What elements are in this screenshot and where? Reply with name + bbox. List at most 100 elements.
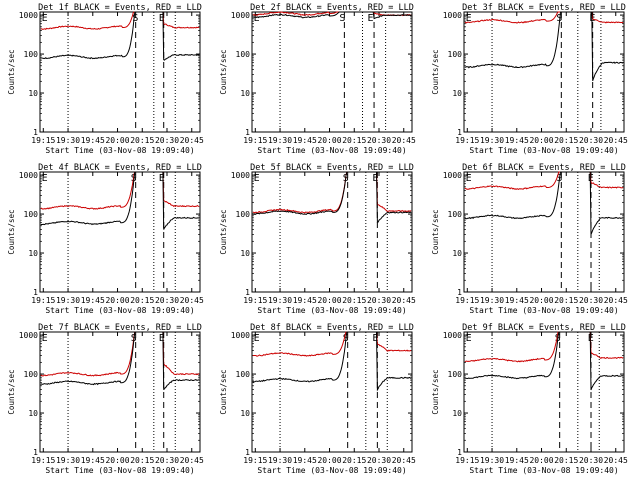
y-tick-label: 100 [448,50,463,59]
x-tick-label: 19:45 [293,296,317,305]
y-tick-label: 1 [245,128,250,137]
x-tick-label: 20:15 [342,456,366,465]
x-tick-label: 20:30 [579,456,603,465]
y-tick-label: 1000 [19,11,38,20]
y-tick-label: 10 [28,409,38,418]
y-tick-label: 1 [457,128,462,137]
x-tick-label: 20:00 [529,136,553,145]
y-tick-label: 100 [24,50,39,59]
x-tick-label: 19:30 [480,296,504,305]
y-tick-label: 1 [457,288,462,297]
y-tick-label: 100 [24,210,39,219]
panel-title: Det 8f BLACK = Events, RED = LLD [250,323,414,333]
panel-8: Det 8f BLACK = Events, RED = LLD Counts/s… [219,323,416,475]
x-tick-label: 20:15 [342,296,366,305]
y-axis-label: Counts/sec [431,209,440,254]
marker-E: E [42,173,48,184]
marker-E: E [466,13,472,24]
x-tick-label: 20:15 [130,456,154,465]
x-tick-label: 19:30 [56,456,80,465]
x-tick-label: 20:45 [180,136,204,145]
y-tick-label: 1 [33,128,38,137]
x-tick-label: 20:00 [317,136,341,145]
x-tick-label: 19:15 [455,136,479,145]
x-tick-label: 20:30 [579,136,603,145]
plot-frame [463,331,625,453]
y-axis-label: Counts/sec [219,209,228,254]
plot-frame [39,331,201,453]
y-tick-label: 1 [245,448,250,457]
x-tick-label: 19:15 [31,296,55,305]
marker-S: S [132,13,138,24]
x-tick-label: 20:15 [554,456,578,465]
panel-title: Det 3f BLACK = Events, RED = LLD [462,3,626,13]
y-tick-label: 10 [28,249,38,258]
x-tick-label: 20:00 [105,296,129,305]
x-axis-label: Start Time (03-Nov-08 19:09:40) [45,466,194,475]
y-tick-label: 10 [452,249,462,258]
panel-4: Det 4f BLACK = Events, RED = LLD Counts/s… [7,163,204,315]
lld-series-line [464,11,624,24]
x-tick-label: 20:00 [529,456,553,465]
lld-series-line [252,331,412,357]
marker-E: E [466,173,472,184]
marker-E: E [254,333,260,344]
events-series-line [464,171,624,235]
x-tick-label: 19:15 [243,456,267,465]
x-tick-label: 20:30 [367,296,391,305]
x-tick-label: 19:30 [56,136,80,145]
y-tick-label: 1000 [231,331,250,340]
y-tick-label: 100 [448,370,463,379]
plot-frame [39,171,201,293]
x-tick-label: 20:45 [392,456,416,465]
x-tick-label: 19:30 [56,296,80,305]
y-tick-label: 10 [452,89,462,98]
events-series-line [40,331,200,391]
marker-E: E [159,333,165,344]
x-tick-label: 19:15 [455,296,479,305]
y-tick-label: 10 [240,249,250,258]
y-tick-label: 1000 [231,171,250,180]
x-axis-label: Start Time (03-Nov-08 19:09:40) [45,306,194,315]
y-tick-label: 100 [24,370,39,379]
y-axis-label: Counts/sec [7,369,16,414]
panel-title: Det 6f BLACK = Events, RED = LLD [462,163,626,173]
y-tick-label: 100 [236,50,251,59]
x-tick-label: 20:30 [155,296,179,305]
x-tick-label: 19:45 [81,456,105,465]
y-tick-label: 1000 [19,331,38,340]
x-tick-label: 20:00 [529,296,553,305]
x-tick-label: 19:30 [480,136,504,145]
y-axis-label: Counts/sec [431,49,440,94]
panel-6: Det 6f BLACK = Events, RED = LLD Counts/s… [431,163,628,315]
x-tick-label: 20:45 [392,136,416,145]
y-tick-label: 10 [28,89,38,98]
x-tick-label: 19:15 [455,456,479,465]
x-tick-label: 19:30 [268,456,292,465]
marker-E: E [159,13,165,24]
marker-E: E [42,13,48,24]
x-tick-label: 20:30 [155,136,179,145]
x-tick-label: 20:15 [130,136,154,145]
panel-title: Det 9f BLACK = Events, RED = LLD [462,323,626,333]
y-axis-label: Counts/sec [7,209,16,254]
x-tick-label: 20:15 [130,296,154,305]
y-axis-label: Counts/sec [431,369,440,414]
plot-frame [463,11,625,133]
x-tick-label: 20:45 [180,296,204,305]
x-tick-label: 19:30 [480,456,504,465]
x-tick-label: 20:00 [105,456,129,465]
lld-series-line [464,331,624,363]
x-tick-label: 20:45 [604,136,628,145]
events-series-line [252,11,412,20]
x-tick-label: 19:15 [243,296,267,305]
marker-S: S [339,13,345,24]
plot-frame [251,331,413,453]
panel-title: Det 4f BLACK = Events, RED = LLD [38,163,202,173]
y-tick-label: 1000 [231,11,250,20]
panel-title: Det 2f BLACK = Events, RED = LLD [250,3,414,13]
y-tick-label: 1000 [19,171,38,180]
y-tick-label: 100 [448,210,463,219]
marker-E: E [254,13,260,24]
